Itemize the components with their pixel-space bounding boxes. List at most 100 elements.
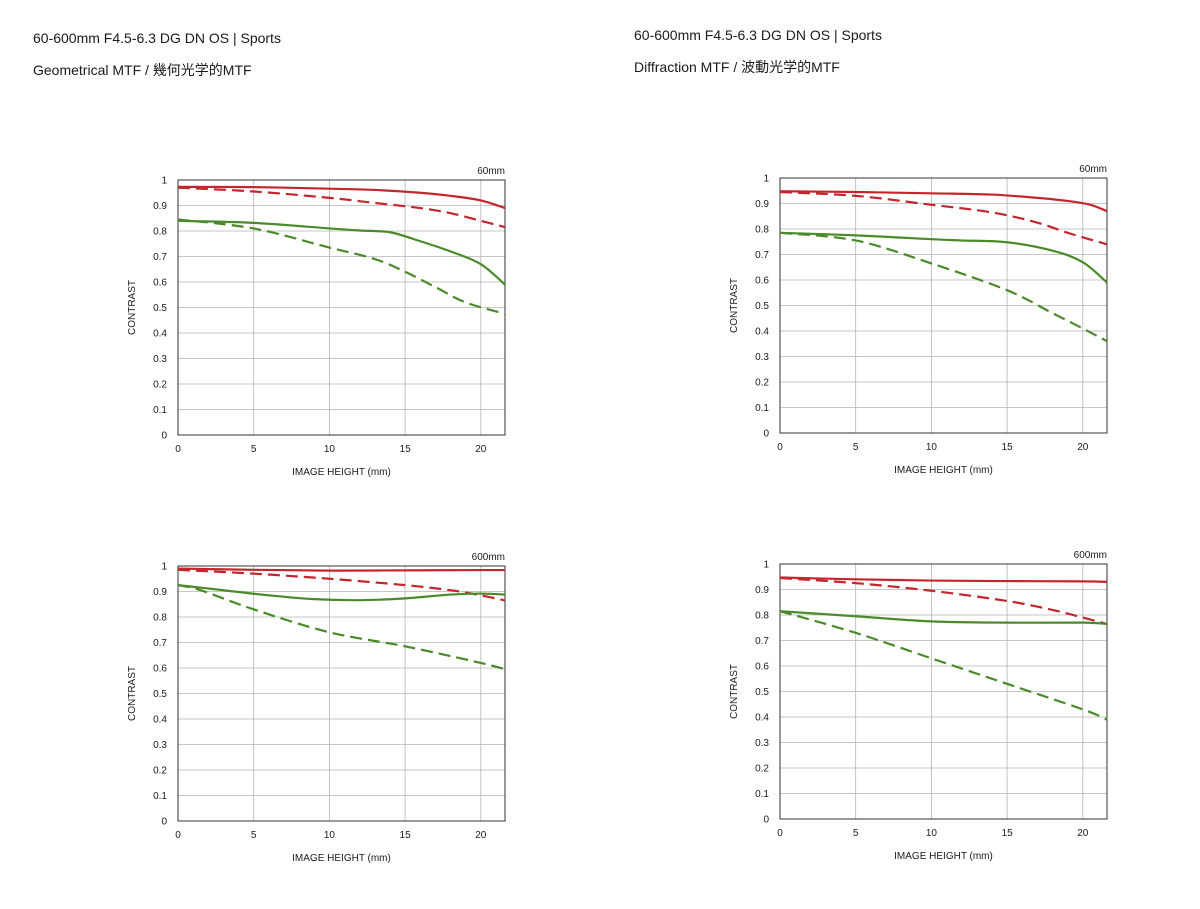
x-axis-label: IMAGE HEIGHT (mm): [894, 465, 993, 476]
y-tick-label: 1: [161, 176, 167, 187]
x-tick-label: 15: [400, 830, 412, 841]
x-tick-label: 15: [1002, 828, 1014, 839]
series-line-red-dashed: [177, 568, 506, 602]
y-tick-label: 0.9: [755, 199, 769, 210]
y-tick-label: 1: [763, 174, 769, 185]
y-tick-label: 0.9: [153, 201, 167, 212]
y-tick-label: 0.2: [153, 380, 167, 391]
y-tick-label: 0: [763, 815, 769, 826]
y-axis-label: CONTRAST: [127, 280, 138, 335]
x-tick-label: 0: [777, 828, 783, 839]
focal-length-label: 60mm: [1079, 164, 1107, 175]
x-axis-label: IMAGE HEIGHT (mm): [894, 851, 993, 862]
y-tick-label: 0.3: [153, 740, 167, 751]
y-tick-label: 1: [763, 560, 769, 571]
y-tick-label: 0.3: [755, 352, 769, 363]
lens-title: 60-600mm F4.5-6.3 DG DN OS | Sports: [634, 27, 882, 43]
y-tick-label: 0.3: [153, 354, 167, 365]
series-line-green-dashed: [779, 610, 1108, 721]
y-tick-label: 0.4: [755, 713, 769, 724]
y-tick-label: 0.6: [153, 278, 167, 289]
y-tick-label: 0.2: [755, 764, 769, 775]
y-tick-label: 0.4: [755, 327, 769, 338]
y-tick-label: 0.6: [755, 276, 769, 287]
x-tick-label: 0: [175, 444, 181, 455]
y-tick-label: 0.7: [755, 636, 769, 647]
y-tick-label: 0.8: [755, 611, 769, 622]
x-tick-label: 5: [853, 442, 859, 453]
x-tick-label: 10: [324, 444, 336, 455]
series-line-red-solid: [779, 576, 1108, 583]
y-tick-label: 0.5: [755, 687, 769, 698]
x-tick-label: 20: [1077, 828, 1089, 839]
mtf-chart-diffraction-60mm: 00.10.20.30.40.50.60.70.80.910 5 10 15 2060m…: [729, 164, 1108, 476]
y-tick-label: 0.3: [755, 738, 769, 749]
series-line-green-solid: [779, 610, 1108, 626]
x-tick-label: 20: [475, 830, 487, 841]
series-line-red-solid: [779, 190, 1108, 213]
y-tick-label: 0: [161, 817, 167, 828]
mtf-chart-diffraction-600mm: 00.10.20.30.40.50.60.70.80.910 5 10 15 20600…: [729, 550, 1108, 862]
series-line-green-dashed: [177, 218, 506, 315]
plot-frame: [177, 179, 506, 436]
y-tick-label: 0.5: [755, 301, 769, 312]
y-tick-label: 0.6: [153, 664, 167, 675]
series-line-red-dashed: [779, 190, 1108, 246]
header-left: 60-600mm F4.5-6.3 DG DN OS | Sports Geom…: [33, 30, 281, 80]
plot-frame: [779, 177, 1108, 434]
lens-title: 60-600mm F4.5-6.3 DG DN OS | Sports: [33, 30, 281, 46]
y-tick-label: 0.8: [755, 225, 769, 236]
series-line-green-solid: [779, 231, 1108, 284]
y-tick-label: 0.7: [153, 638, 167, 649]
y-tick-label: 0.1: [755, 789, 769, 800]
series-line-green-solid: [177, 584, 506, 602]
y-tick-label: 0.7: [755, 250, 769, 261]
y-tick-label: 1: [161, 562, 167, 573]
x-tick-label: 10: [324, 830, 336, 841]
y-tick-label: 0.7: [153, 252, 167, 263]
mtf-chart-geometrical-600mm: 00.10.20.30.40.50.60.70.80.910 5 10 15 20600…: [127, 552, 506, 864]
y-tick-label: 0.9: [153, 587, 167, 598]
x-tick-label: 10: [926, 828, 938, 839]
y-tick-label: 0.5: [153, 303, 167, 314]
y-axis-label: CONTRAST: [127, 666, 138, 721]
y-axis-label: CONTRAST: [729, 278, 740, 333]
y-tick-label: 0.6: [755, 662, 769, 673]
y-tick-label: 0.9: [755, 585, 769, 596]
focal-length-label: 600mm: [1074, 550, 1107, 561]
y-tick-label: 0.8: [153, 227, 167, 238]
x-tick-label: 15: [1002, 442, 1014, 453]
x-tick-label: 15: [400, 444, 412, 455]
focal-length-label: 60mm: [477, 166, 505, 177]
focal-length-label: 600mm: [472, 552, 505, 563]
plot-frame: [779, 563, 1108, 820]
x-tick-label: 20: [475, 444, 487, 455]
mtf-chart-geometrical-60mm: 00.10.20.30.40.50.60.70.80.910 5 10 15 2060m…: [127, 166, 506, 478]
y-tick-label: 0: [763, 429, 769, 440]
x-axis-label: IMAGE HEIGHT (mm): [292, 467, 391, 478]
series-line-red-dashed: [177, 186, 506, 229]
x-tick-label: 5: [251, 444, 257, 455]
series-line-red-solid: [177, 185, 506, 210]
y-tick-label: 0.2: [153, 766, 167, 777]
y-tick-label: 0: [161, 431, 167, 442]
y-tick-label: 0.4: [153, 329, 167, 340]
y-tick-label: 0.1: [755, 403, 769, 414]
y-tick-label: 0.4: [153, 715, 167, 726]
x-tick-label: 0: [175, 830, 181, 841]
mtf-type-title: Geometrical MTF / 幾何光学的MTF: [33, 62, 252, 78]
plot-frame: [177, 565, 506, 822]
mtf-type-title: Diffraction MTF / 波動光学的MTF: [634, 59, 840, 75]
y-tick-label: 0.1: [153, 791, 167, 802]
series-line-green-dashed: [177, 584, 506, 671]
series-line-red-solid: [177, 567, 506, 572]
y-tick-label: 0.8: [153, 613, 167, 624]
y-axis-label: CONTRAST: [729, 664, 740, 719]
series-line-red-dashed: [779, 576, 1108, 625]
y-tick-label: 0.5: [153, 689, 167, 700]
x-tick-label: 10: [926, 442, 938, 453]
series-line-green-dashed: [779, 231, 1108, 343]
y-tick-label: 0.1: [153, 405, 167, 416]
x-tick-label: 0: [777, 442, 783, 453]
x-axis-label: IMAGE HEIGHT (mm): [292, 853, 391, 864]
